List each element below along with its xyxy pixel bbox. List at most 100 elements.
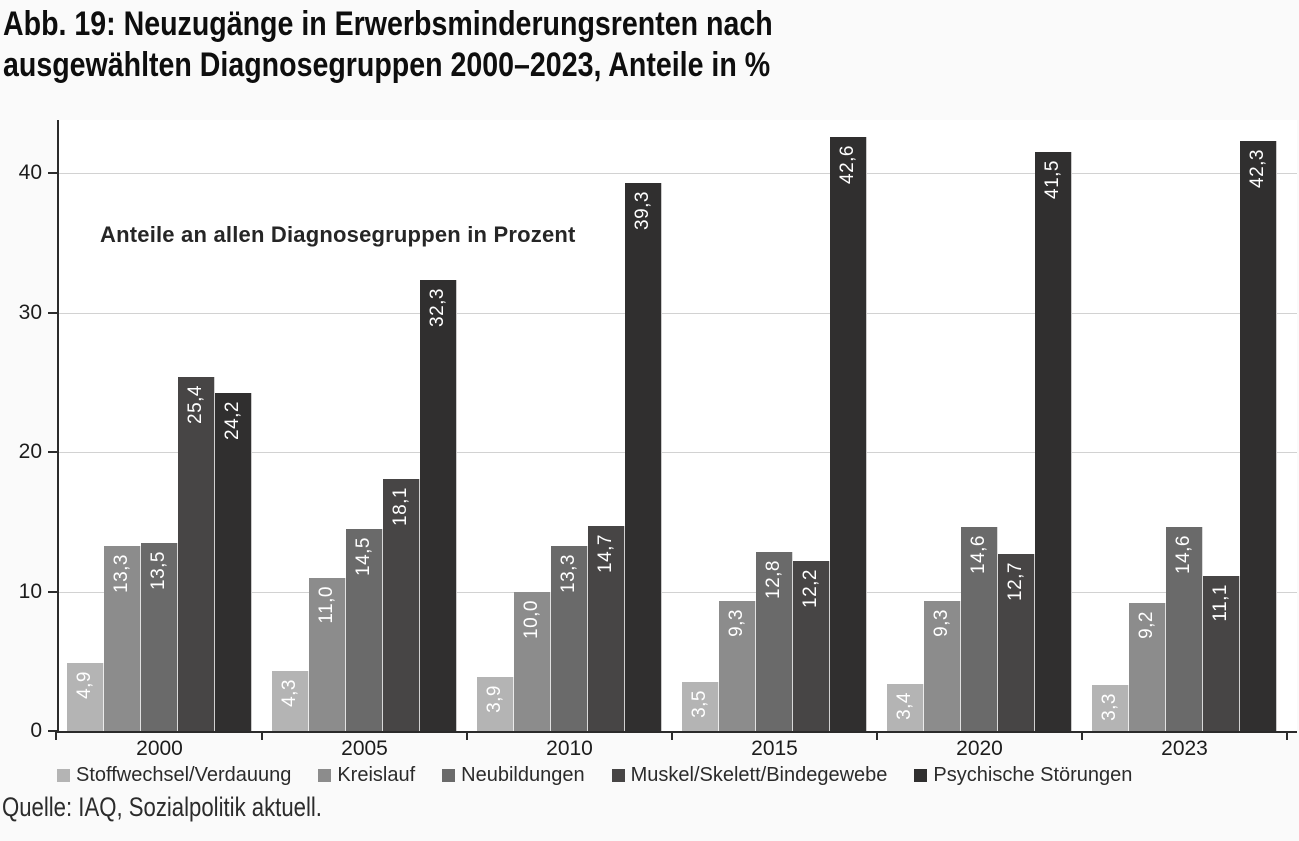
legend-item: Kreislauf (318, 764, 415, 787)
bar-value-label: 42,6 (837, 144, 858, 184)
bar: 3,9 (477, 676, 514, 731)
bar-value-label: 13,5 (148, 550, 169, 590)
x-axis-label-2015: 2015 (751, 737, 798, 760)
x-axis-tick (1081, 731, 1083, 740)
y-axis-tick-label: 40 (18, 161, 42, 184)
bar: 42,6 (830, 136, 867, 731)
x-axis-label-2020: 2020 (956, 737, 1003, 760)
bar: 13,3 (104, 545, 141, 731)
y-axis-tick (48, 172, 57, 174)
legend-label: Psychische Störungen (933, 764, 1133, 786)
bar: 25,4 (178, 376, 215, 731)
bar: 3,4 (887, 683, 924, 731)
bar-value-label: 9,3 (931, 609, 952, 638)
legend-item: Muskel/Skelett/Bindegewebe (611, 764, 888, 787)
bar-value-label: 14,5 (353, 536, 374, 576)
bar: 9,3 (924, 601, 961, 731)
bar-group-2005: 4,3 11,0 14,5 18,1 32,3 (264, 120, 469, 731)
bar: 14,6 (1166, 527, 1203, 731)
y-axis-tick-label: 0 (30, 719, 42, 742)
x-axis-label-2000: 2000 (136, 737, 183, 760)
bar-value-label: 11,1 (1210, 584, 1231, 622)
x-axis-label-2010: 2010 (546, 737, 593, 760)
legend-swatch (318, 769, 332, 782)
bar-value-label: 41,5 (1042, 160, 1063, 200)
bar: 24,2 (215, 393, 252, 731)
bar: 4,9 (67, 662, 104, 731)
legend-swatch (57, 769, 70, 782)
bar: 11,0 (309, 577, 346, 731)
legend-label: Kreislauf (337, 764, 416, 786)
bar: 14,5 (346, 528, 383, 731)
legend-swatch (914, 769, 928, 782)
gridline-10 (59, 591, 1297, 593)
bar-value-label: 11,0 (316, 585, 337, 624)
legend-item: Psychische Störungen (914, 764, 1132, 787)
legend-label: Neubildungen (461, 764, 585, 786)
legend-swatch (442, 769, 456, 782)
bar-value-label: 12,8 (763, 560, 784, 600)
bar-group-2010: 3,9 10,0 13,3 14,7 39,3 (469, 120, 674, 731)
legend-item: Stoffwechsel/Verdauung (57, 764, 291, 787)
bar: 14,7 (588, 525, 625, 731)
bar-value-label: 12,2 (800, 568, 821, 608)
bar: 12,8 (756, 552, 793, 731)
bar-value-label: 39,3 (632, 190, 653, 230)
bar-value-label: 10,0 (521, 599, 542, 639)
legend-label: Muskel/Skelett/Bindegewebe (630, 764, 888, 786)
legend-item: Neubildungen (442, 764, 585, 787)
bar-value-label: 9,3 (726, 609, 747, 638)
y-axis-tick (48, 730, 57, 732)
bar: 32,3 (420, 280, 457, 731)
y-axis-tick (48, 590, 57, 593)
bar-value-label: 4,9 (74, 670, 95, 699)
chart-title: Abb. 19: Neuzugänge in Erwerbsminderungs… (3, 4, 773, 86)
bar: 9,2 (1129, 602, 1166, 731)
plot-annotation: Anteile an allen Diagnosegruppen in Proz… (100, 222, 576, 247)
bar: 3,3 (1092, 685, 1129, 731)
legend-swatch (611, 769, 625, 782)
chart-title-line2: ausgewählten Diagnosegruppen 2000–2023, … (3, 46, 771, 84)
bar-value-label: 4,3 (279, 679, 300, 707)
legend: Stoffwechsel/Verdauung Kreislauf Neubildun… (57, 764, 1132, 787)
bar: 39,3 (625, 182, 662, 731)
bar-group-2023: 3,3 9,2 14,6 11,1 42,3 (1084, 120, 1289, 731)
bar: 13,3 (551, 545, 588, 731)
bar: 10,0 (514, 591, 551, 731)
plot-area: 4,9 13,3 13,5 25,4 24,2 4,3 11,0 14,5 18,1 32,3 3,… (57, 120, 1297, 733)
bar: 12,7 (998, 553, 1035, 731)
x-axis-tick (876, 731, 878, 740)
gridline-40 (59, 173, 1297, 175)
bar-value-label: 3,5 (689, 690, 710, 719)
bar-value-label: 24,2 (222, 401, 243, 441)
bar-value-label: 32,3 (427, 288, 448, 328)
bar: 41,5 (1035, 152, 1072, 731)
y-axis-tick-label: 20 (18, 440, 42, 463)
y-axis-tick (48, 311, 57, 314)
x-axis-label-2005: 2005 (341, 737, 388, 760)
bar-value-label: 25,4 (185, 384, 206, 424)
x-axis-tick (466, 731, 468, 740)
bar-value-label: 14,6 (968, 535, 989, 575)
bar: 4,3 (272, 671, 309, 731)
bar-value-label: 3,9 (484, 684, 505, 713)
x-axis-tick (671, 731, 673, 740)
bar: 18,1 (383, 478, 420, 731)
bar-value-label: 14,7 (595, 533, 616, 573)
x-axis-tick (1286, 731, 1288, 740)
bar-group-2020: 3,4 9,3 14,6 12,7 41,5 (879, 120, 1084, 731)
bar: 12,2 (793, 560, 830, 731)
bar-value-label: 13,3 (558, 553, 579, 593)
source-note: Quelle: IAQ, Sozialpolitik aktuell. (2, 792, 322, 822)
bar: 9,3 (719, 601, 756, 731)
bar-value-label: 13,3 (111, 553, 132, 593)
chart-title-line1: Abb. 19: Neuzugänge in Erwerbsminderungs… (3, 5, 773, 43)
bar: 42,3 (1240, 140, 1277, 731)
bar-value-label: 14,6 (1173, 535, 1194, 575)
bar-value-label: 18,1 (390, 486, 411, 526)
y-axis-tick-label: 30 (18, 300, 42, 324)
x-axis-tick (55, 731, 57, 740)
bar-value-label: 3,3 (1099, 693, 1120, 721)
y-axis-tick (48, 451, 57, 453)
